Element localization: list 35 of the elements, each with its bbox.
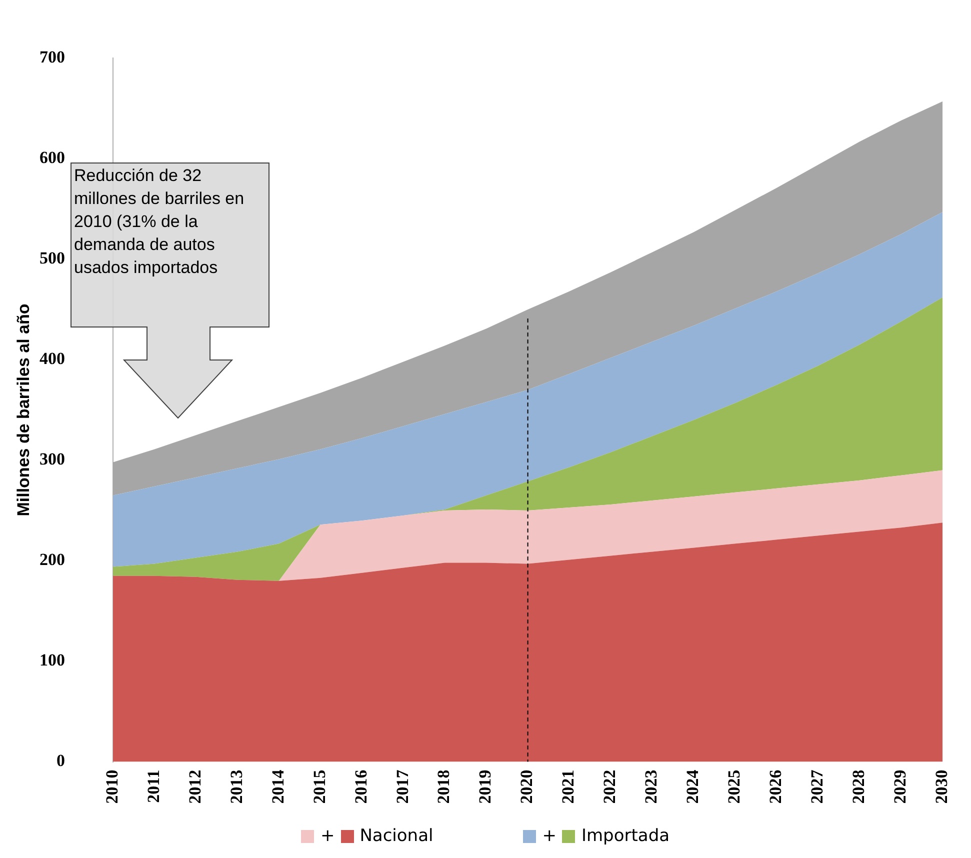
x-tick-label: 2021 bbox=[558, 770, 578, 804]
x-tick-label: 2015 bbox=[310, 770, 329, 804]
annotation: Reducción de 32 millones de barriles en 2010 (31% de la demanda de autos usados importados bbox=[74, 165, 246, 279]
y-tick-label: 600 bbox=[40, 148, 65, 168]
x-tick-label: 2010 bbox=[102, 770, 122, 804]
x-tick-label: 2019 bbox=[476, 770, 495, 804]
x-tick-label: 2030 bbox=[932, 770, 951, 804]
x-tick-label: 2023 bbox=[642, 770, 661, 804]
x-tick-label: 2017 bbox=[392, 769, 412, 804]
legend-label: + bbox=[320, 826, 335, 846]
y-tick-label: 400 bbox=[40, 349, 65, 368]
x-tick-label: 2029 bbox=[890, 770, 910, 804]
y-axis-title: Millones de barriles al año bbox=[14, 304, 33, 516]
x-tick-label: 2022 bbox=[600, 770, 620, 804]
y-tick-label: 200 bbox=[40, 550, 65, 570]
y-tick-label: 700 bbox=[40, 48, 65, 67]
x-tick-label: 2028 bbox=[849, 770, 868, 804]
x-tick-label: 2024 bbox=[683, 769, 702, 804]
y-tick-label: 0 bbox=[56, 751, 65, 770]
x-tick-label: 2013 bbox=[226, 770, 246, 804]
x-tick-label: 2014 bbox=[268, 769, 288, 804]
x-tick-label: 2018 bbox=[434, 770, 454, 804]
x-tick-label: 2026 bbox=[766, 770, 786, 804]
legend-label: + bbox=[542, 826, 556, 846]
x-tick-label: 2025 bbox=[724, 770, 744, 804]
x-tick-label: 2027 bbox=[808, 769, 827, 804]
y-tick-label: 300 bbox=[40, 450, 65, 469]
x-tick-label: 2011 bbox=[144, 770, 163, 803]
x-tick-label: 2020 bbox=[517, 770, 536, 804]
y-tick-label: 500 bbox=[40, 248, 65, 268]
legend-label: Importada bbox=[581, 826, 670, 846]
x-tick-label: 2016 bbox=[351, 770, 370, 804]
x-tick-label: 2012 bbox=[185, 770, 204, 804]
y-tick-label: 100 bbox=[40, 650, 65, 670]
legend-label: Nacional bbox=[360, 826, 434, 846]
